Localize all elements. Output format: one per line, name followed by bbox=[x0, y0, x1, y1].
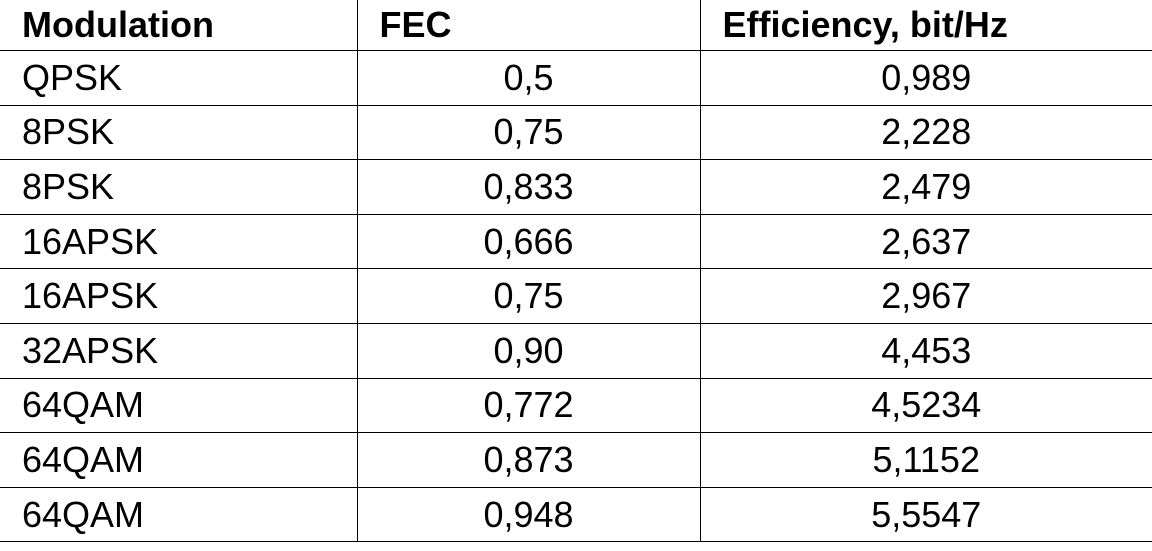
header-cell: FEC bbox=[357, 0, 701, 51]
table-cell: 0,75 bbox=[357, 105, 701, 161]
table-row: 16APSK 0,75 2,967 bbox=[0, 268, 1152, 324]
table-row: 64QAM 0,772 4,5234 bbox=[0, 378, 1152, 434]
table-cell: 2,637 bbox=[700, 214, 1152, 270]
table-cell: 8PSK bbox=[0, 105, 358, 161]
table-row: 64QAM 0,948 5,5547 bbox=[0, 487, 1152, 543]
table-cell: 64QAM bbox=[0, 487, 358, 543]
table-row: 16APSK 0,666 2,637 bbox=[0, 214, 1152, 270]
table-cell: 8PSK bbox=[0, 159, 358, 215]
header-cell: Modulation bbox=[0, 0, 358, 51]
table-row: 8PSK 0,75 2,228 bbox=[0, 105, 1152, 161]
table-cell: 0,989 bbox=[700, 50, 1152, 106]
table-cell: 4,5234 bbox=[700, 378, 1152, 434]
table-row: 64QAM 0,873 5,1152 bbox=[0, 432, 1152, 488]
table-cell: 2,967 bbox=[700, 268, 1152, 324]
table-body: QPSK 0,5 0,989 8PSK 0,75 2,228 8PSK 0,833 2,479 1… bbox=[0, 50, 1152, 543]
table-cell: 64QAM bbox=[0, 378, 358, 434]
table-cell: 0,5 bbox=[357, 50, 701, 106]
table-cell: 0,75 bbox=[357, 268, 701, 324]
table-cell: 16APSK bbox=[0, 214, 358, 270]
table-cell: 0,873 bbox=[357, 432, 701, 488]
table-row: 32APSK 0,90 4,453 bbox=[0, 323, 1152, 379]
table-row: QPSK 0,5 0,989 bbox=[0, 50, 1152, 106]
table-cell: QPSK bbox=[0, 50, 358, 106]
table-cell: 64QAM bbox=[0, 432, 358, 488]
table-cell: 2,228 bbox=[700, 105, 1152, 161]
table-cell: 0,772 bbox=[357, 378, 701, 434]
table-row: 8PSK 0,833 2,479 bbox=[0, 159, 1152, 215]
table-cell: 5,1152 bbox=[700, 432, 1152, 488]
table-cell: 2,479 bbox=[700, 159, 1152, 215]
table-cell: 0,833 bbox=[357, 159, 701, 215]
table-cell: 32APSK bbox=[0, 323, 358, 379]
table-cell: 5,5547 bbox=[700, 487, 1152, 543]
table-cell: 4,453 bbox=[700, 323, 1152, 379]
table-cell: 0,948 bbox=[357, 487, 701, 543]
table-cell: 16APSK bbox=[0, 268, 358, 324]
header-row: Modulation FEC Efficiency, bit/Hz bbox=[0, 0, 1152, 51]
table-cell: 0,90 bbox=[357, 323, 701, 379]
header-cell: Efficiency, bit/Hz bbox=[700, 0, 1152, 51]
table-cell: 0,666 bbox=[357, 214, 701, 270]
